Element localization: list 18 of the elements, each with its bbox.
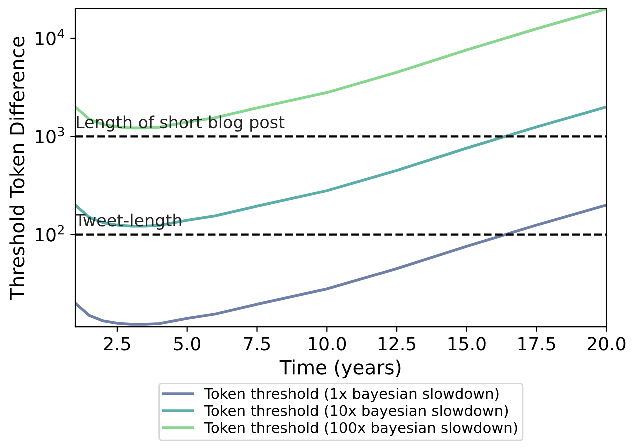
x-axis-title: Time (years) (280, 360, 401, 379)
y-tick-label: 10$^{3}$ (36, 127, 64, 144)
x-tick-label: 2.5 (104, 337, 130, 351)
x-tick-label: 17.5 (518, 337, 556, 351)
y-tick-label: 10$^{2}$ (36, 225, 64, 242)
x-tick-label: 10.0 (309, 337, 346, 351)
x-tick-label: 7.5 (244, 337, 270, 351)
line-series (76, 106, 607, 228)
ref-line-label: Length of short blog post (77, 116, 285, 132)
x-tick-label: 12.5 (378, 337, 416, 351)
legend-label: Token threshold (10x bayesian slowdown) (204, 405, 508, 420)
x-tick-label: 15.0 (448, 337, 486, 351)
legend-label: Token threshold (100x bayesian slowdown) (204, 422, 518, 436)
x-tick-label: 5.0 (174, 337, 201, 351)
y-tick-label: 10$^{4}$ (36, 29, 64, 46)
x-tick-label: 20.0 (588, 337, 626, 351)
legend-label: Token threshold (1x bayesian slowdown) (204, 388, 499, 402)
y-axis-title: Threshold Token Difference (10, 37, 25, 300)
